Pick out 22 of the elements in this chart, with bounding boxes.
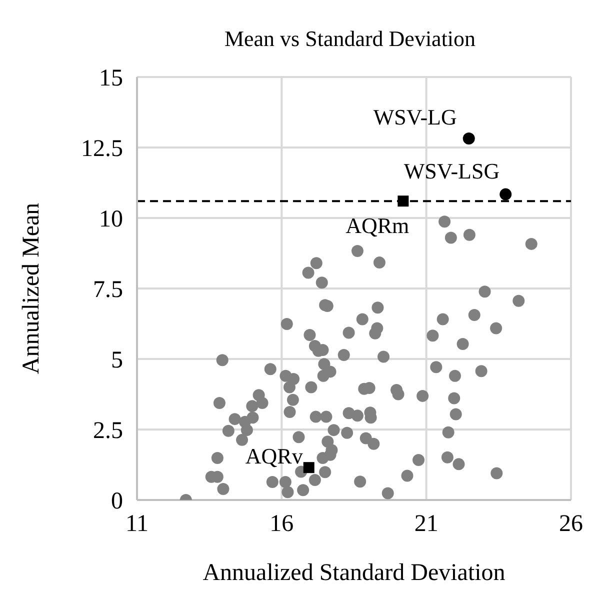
y-tick-label: 0 xyxy=(111,488,123,515)
y-tick-label: 15 xyxy=(99,66,123,92)
y-tick-label: 12.5 xyxy=(81,136,123,162)
point xyxy=(500,188,512,200)
y-axis-title: Annualized Mean xyxy=(18,202,45,374)
y-tick-label: 10 xyxy=(99,206,123,233)
x-axis-title: Annualized Standard Deviation xyxy=(202,560,506,586)
y-tick-label: 2.5 xyxy=(93,418,123,444)
x-tick-label: 21 xyxy=(414,511,438,538)
point xyxy=(462,132,475,144)
chart-title: Mean vs Standard Deviation xyxy=(223,26,477,52)
y-tick-label: 5 xyxy=(111,348,123,374)
point xyxy=(303,462,314,474)
x-tick-label: 16 xyxy=(270,511,294,538)
series-label: WSV-LSG xyxy=(404,158,500,184)
y-tick-label: 7.5 xyxy=(93,277,123,304)
series-label: WSV-LG xyxy=(373,104,457,130)
point xyxy=(398,196,409,207)
x-tick-label: 26 xyxy=(559,511,583,538)
x-tick-label: 11 xyxy=(125,511,149,538)
series-label: AQRm xyxy=(346,213,410,238)
series-label: AQRv xyxy=(245,444,303,469)
